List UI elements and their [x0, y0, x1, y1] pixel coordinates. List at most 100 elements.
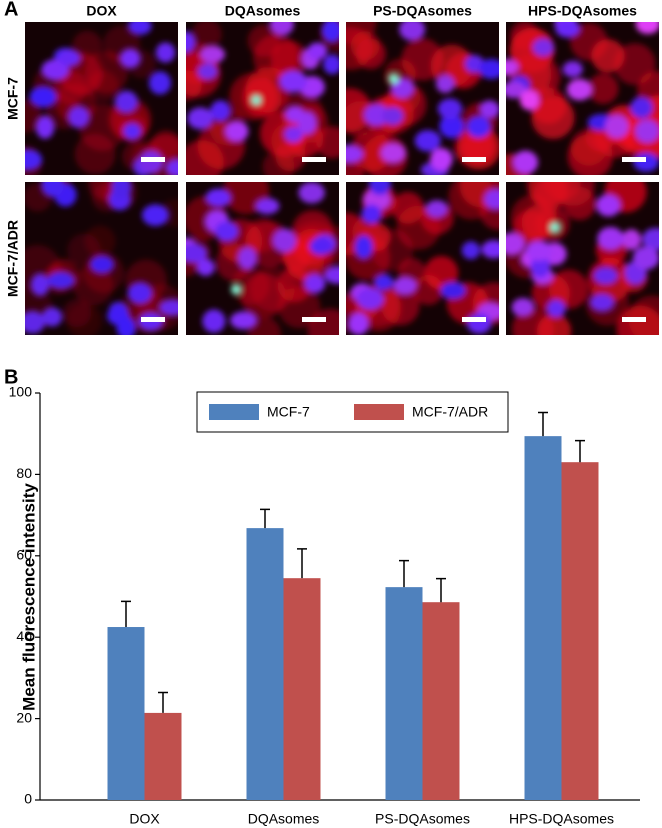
nucleus — [47, 271, 75, 289]
nucleus — [224, 121, 249, 142]
cytoplasm — [613, 43, 656, 85]
nucleus — [425, 200, 448, 218]
nucleus — [466, 313, 492, 334]
bar — [524, 436, 562, 800]
nucleus — [506, 59, 519, 76]
nucleus — [391, 77, 415, 99]
nucleus — [285, 106, 305, 123]
column-header: PS-DQAsomes — [373, 3, 472, 19]
nucleus — [479, 100, 499, 119]
nucleus — [555, 22, 581, 38]
nucleus — [199, 45, 225, 64]
cytoplasm — [316, 126, 339, 159]
nucleus — [25, 310, 45, 334]
bar — [385, 587, 423, 800]
cells — [186, 182, 339, 335]
nucleus — [632, 246, 659, 270]
cells — [25, 22, 178, 175]
cytoplasm — [231, 266, 270, 305]
cytoplasm — [275, 141, 306, 172]
nucleus — [356, 287, 384, 310]
nucleus — [546, 299, 566, 318]
cytoplasm — [448, 182, 495, 220]
nucleus — [506, 232, 525, 256]
nucleus — [374, 274, 394, 291]
y-tick-label: 40 — [16, 628, 32, 644]
x-tick-label: DQAsomes — [248, 811, 320, 827]
bar — [561, 462, 599, 800]
nucleus — [484, 188, 499, 210]
cytoplasm — [587, 73, 619, 104]
nucleus — [35, 115, 55, 139]
row-label: MCF-7/ADR — [5, 220, 21, 297]
nucleus — [590, 293, 615, 312]
nucleus — [437, 98, 463, 120]
nucleus — [165, 159, 178, 175]
nucleus — [89, 255, 114, 274]
nucleus — [324, 266, 339, 284]
nucleus — [596, 194, 621, 217]
nucleus — [481, 240, 499, 259]
nucleus — [348, 312, 369, 335]
marker — [388, 73, 399, 84]
scale-bar — [462, 157, 486, 162]
micrograph — [506, 22, 659, 175]
nucleus — [120, 48, 141, 68]
nucleus — [562, 61, 583, 78]
nucleus — [186, 31, 196, 53]
nucleus — [138, 150, 164, 174]
bar — [422, 602, 460, 800]
nucleus — [230, 311, 258, 330]
nucleus — [304, 273, 326, 294]
panel-label: B — [4, 366, 18, 388]
nucleus — [202, 309, 226, 333]
cytoplasm — [536, 313, 572, 335]
nucleus — [41, 182, 65, 198]
micrograph — [346, 182, 499, 335]
nucleus — [279, 70, 307, 93]
nucleus — [630, 96, 653, 119]
nucleus — [307, 42, 328, 60]
y-tick-label: 0 — [24, 791, 32, 807]
scale-bar — [302, 317, 326, 322]
nucleus — [512, 150, 539, 175]
nucleus — [368, 182, 391, 196]
row-label: MCF-7 — [5, 77, 21, 120]
nucleus — [633, 152, 659, 172]
cytoplasm — [462, 130, 495, 163]
error-bar — [121, 600, 131, 628]
nucleus — [159, 299, 178, 316]
nucleus — [214, 221, 239, 242]
nucleus — [29, 86, 57, 108]
cells — [346, 182, 499, 335]
cytoplasm — [391, 191, 424, 224]
nucleus — [399, 22, 426, 41]
nucleus — [506, 81, 527, 99]
cytoplasm — [84, 225, 116, 257]
nucleus — [642, 227, 659, 251]
nucleus — [354, 235, 373, 260]
error-bar — [575, 439, 585, 463]
nucleus — [309, 237, 333, 256]
cells — [186, 22, 339, 175]
nucleus — [439, 114, 465, 139]
cytoplasm — [510, 22, 540, 51]
cytoplasm — [528, 182, 568, 208]
error-bar — [158, 691, 168, 713]
cytoplasm — [253, 34, 300, 81]
cells — [506, 22, 659, 175]
micrograph — [186, 22, 339, 175]
bar — [283, 578, 321, 800]
cytoplasm — [73, 264, 114, 306]
nucleus — [114, 90, 138, 113]
micrograph — [25, 22, 178, 175]
cytoplasm — [628, 295, 659, 335]
y-tick-label: 100 — [9, 384, 33, 400]
nucleus — [269, 22, 294, 36]
nucleus — [68, 106, 90, 128]
scale-bar — [141, 157, 165, 162]
legend-swatch — [354, 404, 404, 420]
nucleus — [298, 182, 325, 204]
nucleus — [58, 49, 81, 67]
nucleus — [148, 71, 172, 95]
